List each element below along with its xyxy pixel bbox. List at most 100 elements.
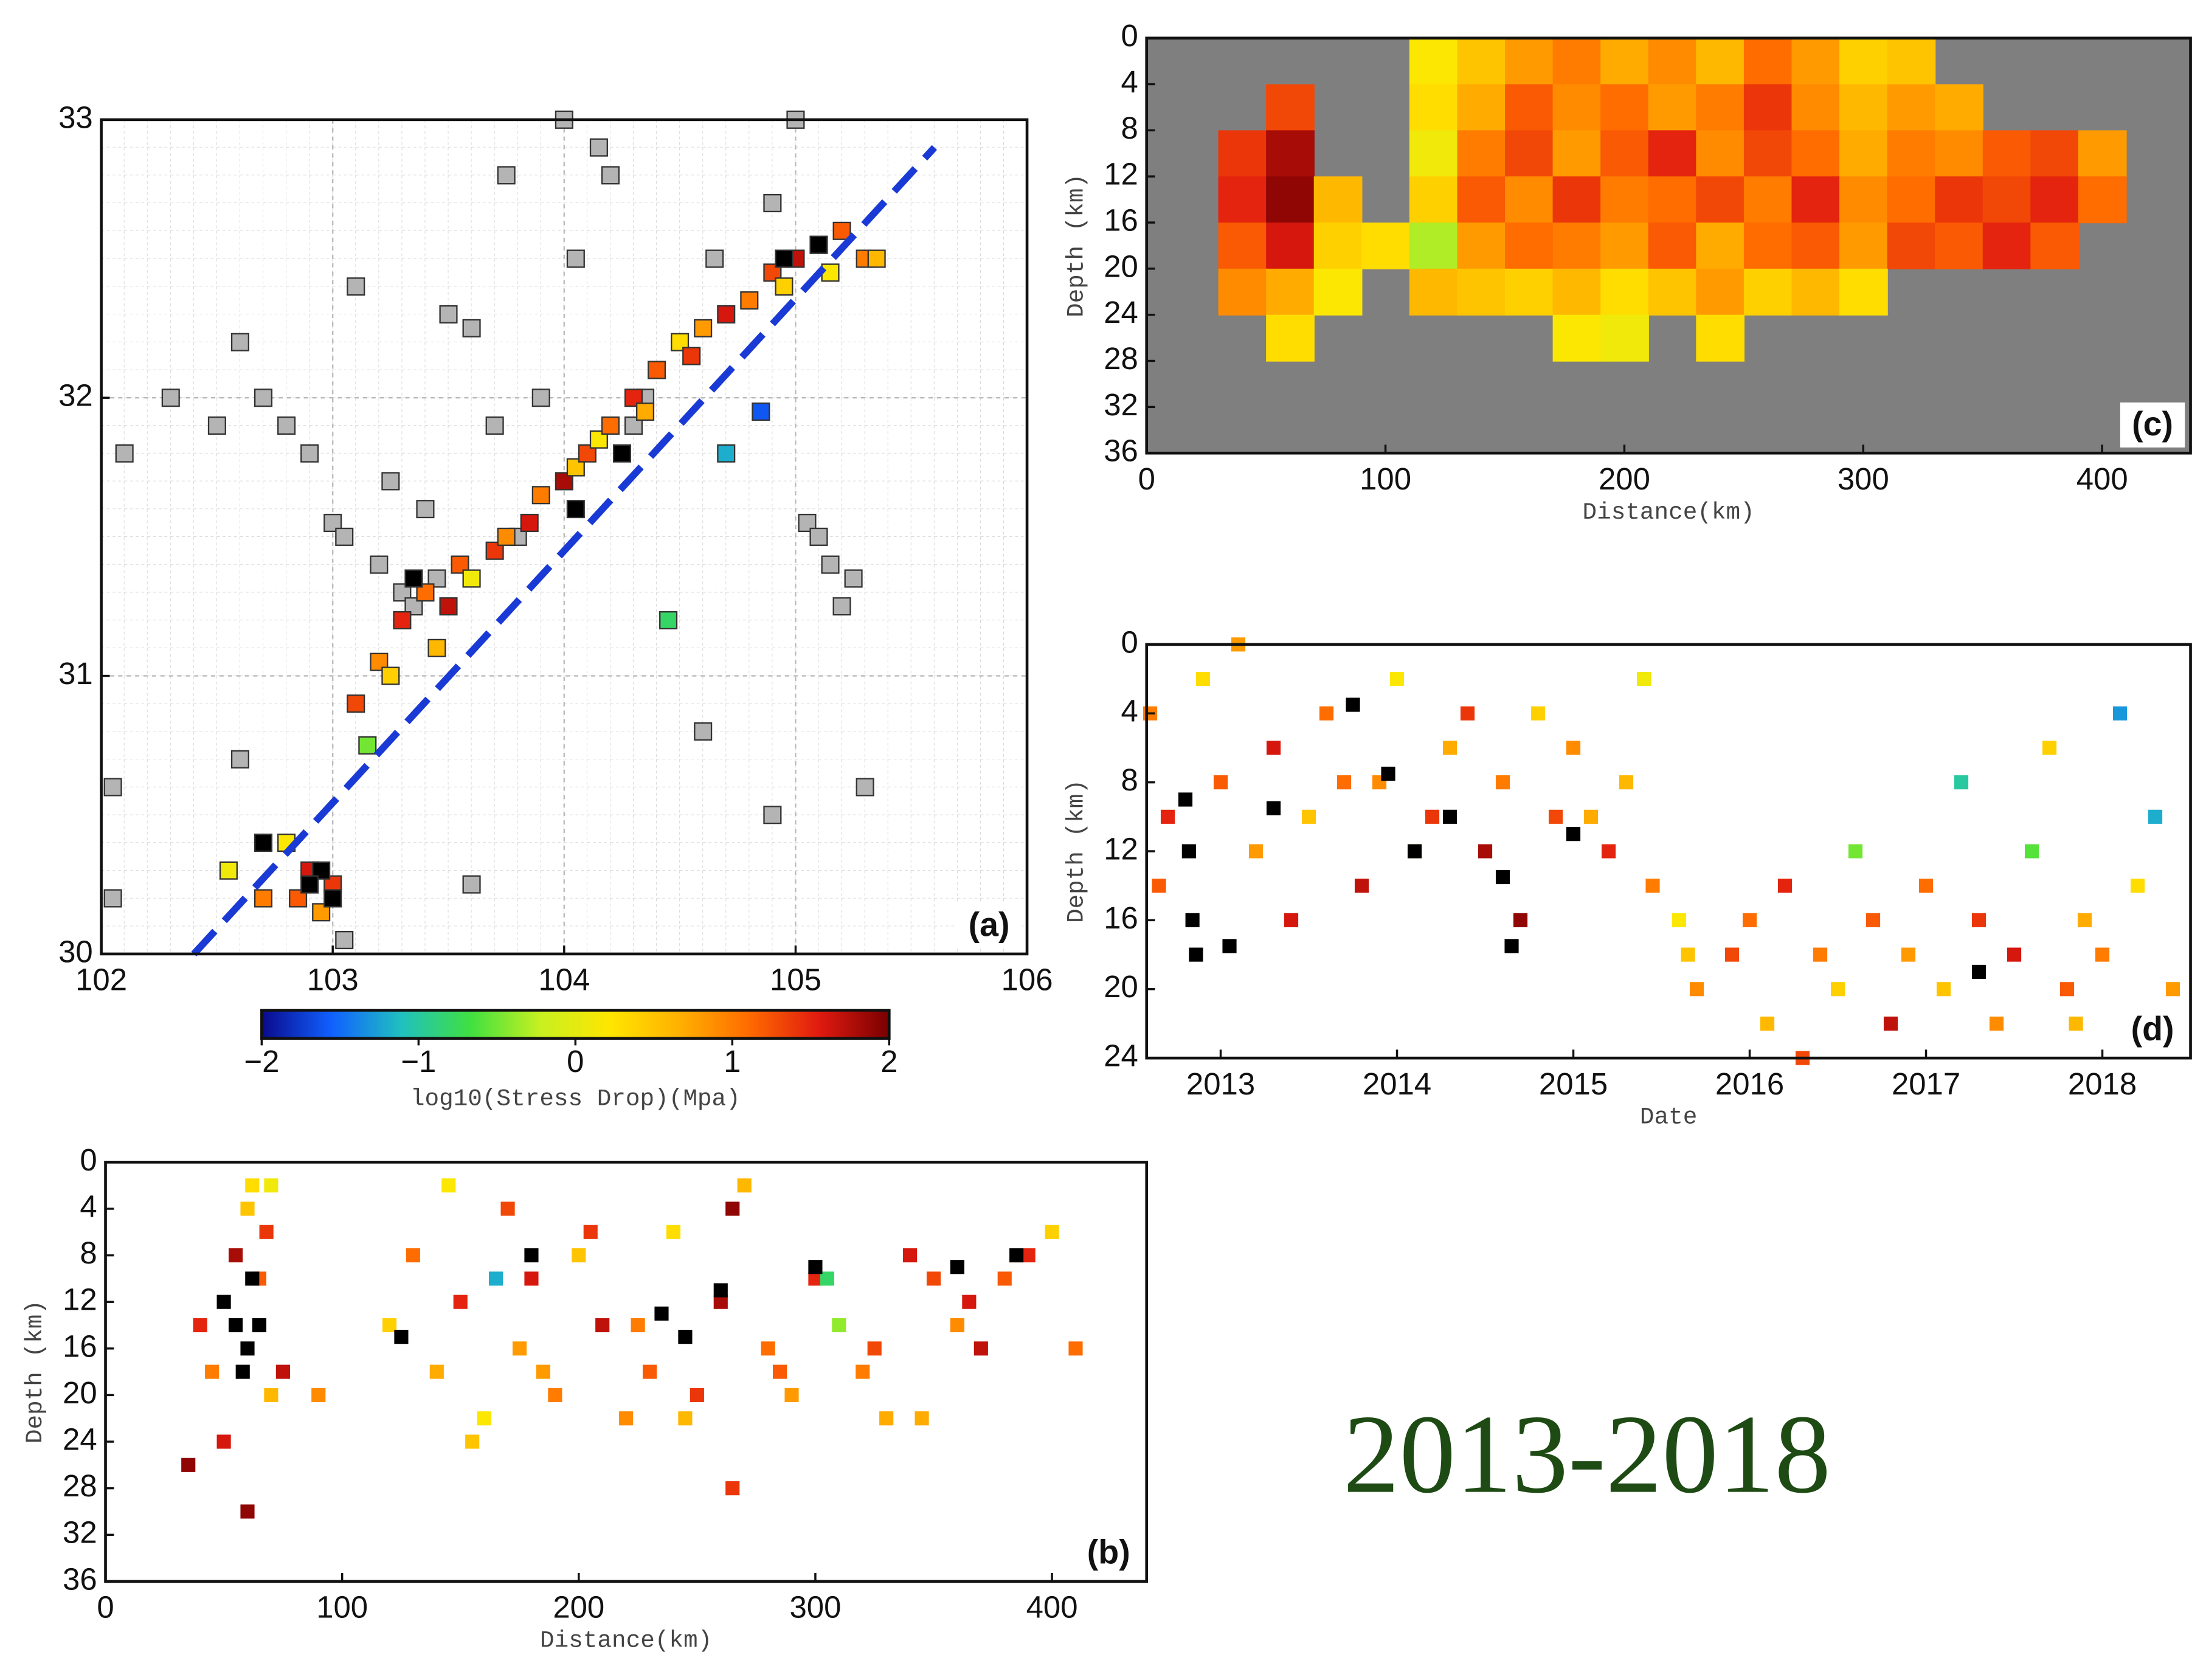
point	[1442, 741, 1457, 755]
point	[2042, 741, 2057, 755]
heat-cell	[1409, 176, 1458, 224]
x-tick-label: 100	[1360, 461, 1411, 496]
y-tick-label: 32	[1104, 387, 1138, 422]
point	[406, 1248, 420, 1263]
point	[254, 833, 273, 852]
point	[1319, 706, 1334, 721]
y-tick-label: 0	[80, 1142, 97, 1177]
point	[264, 1178, 278, 1193]
point	[2112, 706, 2128, 721]
y-tick-label: 16	[1104, 900, 1138, 935]
point	[1760, 1016, 1775, 1031]
point	[427, 638, 446, 657]
point	[962, 1295, 977, 1309]
point	[740, 291, 759, 310]
point	[1178, 792, 1193, 807]
point	[216, 1295, 231, 1309]
point	[1346, 697, 1360, 712]
heat-cell	[1505, 38, 1554, 85]
point	[1989, 1016, 2004, 1031]
heat-cell	[1552, 130, 1602, 178]
x-tick-label: 400	[1026, 1590, 1078, 1625]
point	[1954, 775, 1969, 790]
y-tick-label: 12	[63, 1282, 97, 1317]
point	[1460, 706, 1475, 721]
heat-cell	[1505, 223, 1554, 270]
point	[416, 583, 435, 602]
y-tick-label: 31	[58, 656, 93, 691]
y-tick-label: 28	[63, 1468, 97, 1503]
heat-cell	[1696, 223, 1745, 270]
point	[1181, 844, 1196, 859]
y-tick-label: 16	[1104, 202, 1138, 237]
point	[1407, 844, 1422, 859]
heat-cell	[1839, 223, 1888, 270]
point	[950, 1260, 964, 1274]
heat-cell	[1552, 223, 1602, 270]
heat-cell	[1743, 84, 1793, 131]
point	[1213, 775, 1228, 790]
colorbar-tick-label: −2	[244, 1044, 279, 1079]
point	[1619, 775, 1634, 790]
heat-cell	[1600, 176, 1649, 224]
heat-cell	[1313, 268, 1363, 316]
colorbar	[260, 1009, 891, 1040]
heat-cell	[1600, 130, 1649, 178]
point	[844, 569, 863, 588]
point	[642, 1364, 657, 1379]
heat-cell	[1552, 314, 1602, 362]
y-tick-label: 12	[1104, 831, 1138, 866]
point	[252, 1318, 267, 1333]
point	[1389, 672, 1405, 686]
heat-cell	[1839, 38, 1888, 85]
x-axis-label: Distance(km)	[1583, 499, 1755, 526]
y-tick-label: 8	[80, 1236, 97, 1270]
point	[1354, 879, 1369, 893]
point	[2069, 1016, 2083, 1031]
point	[1222, 939, 1237, 953]
heat-cell	[1887, 84, 1936, 131]
point	[323, 889, 342, 908]
point	[300, 444, 319, 463]
point	[775, 277, 794, 296]
heat-cell	[1839, 268, 1888, 316]
point	[485, 416, 504, 435]
x-tick-label: 0	[1138, 461, 1155, 496]
point	[240, 1201, 255, 1216]
point	[1478, 844, 1493, 859]
heat-cell	[2030, 176, 2080, 224]
heat-cell	[2078, 176, 2127, 224]
point	[115, 444, 134, 463]
heat-cell	[1791, 223, 1841, 270]
panel-label: (d)	[2131, 1010, 2174, 1048]
point	[404, 569, 423, 588]
point	[832, 1318, 846, 1333]
heat-cell	[1552, 84, 1602, 131]
y-tick-label: 4	[80, 1189, 97, 1223]
point	[2024, 844, 2039, 859]
heat-cell	[1600, 84, 1649, 131]
heat-cell	[1696, 268, 1745, 316]
heat-cell	[1218, 268, 1267, 316]
heat-cell	[1361, 223, 1411, 270]
y-tick-label: 24	[1104, 295, 1138, 330]
point	[1583, 809, 1599, 824]
colorbar-label: log10(Stress Drop)(Mpa)	[410, 1085, 741, 1113]
point	[973, 1341, 988, 1356]
y-tick-label: 0	[1121, 624, 1138, 659]
point	[240, 1341, 255, 1356]
point	[784, 1388, 799, 1402]
point	[772, 1364, 787, 1379]
point	[1636, 672, 1651, 686]
x-tick-label: 100	[316, 1590, 368, 1625]
x-tick-label: 2013	[1186, 1066, 1255, 1101]
point	[867, 1341, 882, 1356]
heat-cell	[1887, 130, 1936, 178]
point	[275, 1364, 290, 1379]
heat-cell	[1457, 38, 1506, 85]
point	[1301, 809, 1316, 824]
panel-label-box	[1076, 1530, 1141, 1576]
point	[752, 403, 770, 421]
point	[439, 597, 458, 616]
